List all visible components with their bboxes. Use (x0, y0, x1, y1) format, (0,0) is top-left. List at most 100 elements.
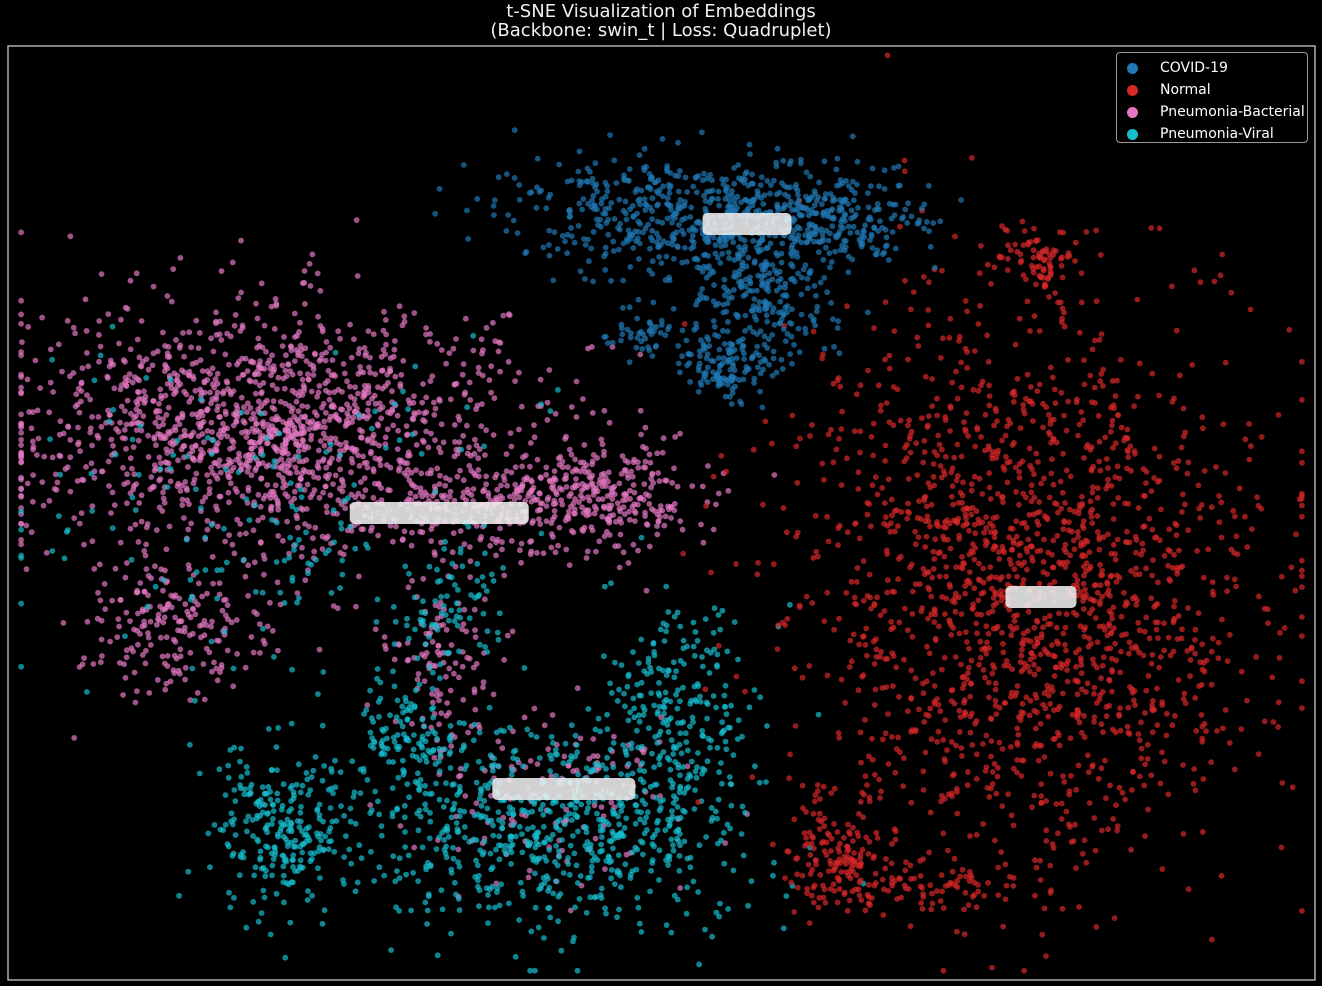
scatter-point (662, 689, 669, 696)
scatter-point (696, 842, 703, 849)
scatter-point (613, 833, 620, 839)
scatter-point (193, 317, 200, 324)
scatter-point (337, 452, 344, 458)
scatter-point (509, 806, 516, 813)
scatter-point (621, 467, 628, 474)
scatter-point (18, 508, 24, 515)
scatter-point (643, 587, 650, 594)
scatter-point (287, 534, 294, 541)
scatter-point (465, 490, 472, 496)
scatter-point (342, 833, 349, 839)
scatter-point (608, 580, 614, 587)
scatter-point (451, 670, 457, 677)
scatter-point (1118, 648, 1124, 655)
scatter-point (273, 416, 280, 423)
scatter-point (1081, 357, 1087, 363)
scatter-point (181, 353, 188, 360)
scatter-point (1012, 464, 1019, 471)
scatter-point (455, 859, 461, 866)
scatter-point (971, 348, 978, 354)
scatter-point (235, 295, 242, 301)
scatter-point (1292, 587, 1299, 594)
scatter-point (920, 787, 927, 793)
scatter-point (831, 626, 837, 633)
scatter-point (403, 871, 409, 878)
scatter-point (925, 584, 931, 591)
scatter-point (866, 753, 872, 760)
scatter-point (630, 541, 637, 548)
scatter-point (999, 803, 1006, 809)
scatter-point (1094, 495, 1101, 501)
scatter-point (260, 887, 267, 894)
scatter-point (929, 403, 936, 409)
scatter-point (656, 692, 663, 699)
scatter-point (405, 852, 412, 859)
scatter-point (337, 441, 344, 448)
scatter-point (674, 483, 681, 490)
scatter-point (735, 656, 741, 663)
scatter-point (335, 328, 342, 335)
scatter-point (588, 524, 595, 530)
scatter-point (213, 396, 220, 403)
scatter-point (244, 468, 251, 475)
scatter-point (566, 562, 573, 568)
scatter-point (18, 421, 24, 427)
scatter-point (189, 665, 196, 672)
scatter-point (271, 458, 278, 465)
scatter-point (321, 907, 328, 914)
scatter-point (1031, 624, 1038, 631)
scatter-point (193, 486, 199, 493)
scatter-point (250, 899, 257, 905)
scatter-point (973, 832, 980, 838)
scatter-point (338, 803, 344, 809)
scatter-point (49, 454, 56, 461)
scatter-point (534, 761, 541, 767)
scatter-point (411, 732, 417, 738)
scatter-point (791, 816, 798, 823)
scatter-point (411, 393, 417, 400)
scatter-point (648, 690, 655, 696)
scatter-point (618, 771, 624, 777)
scatter-point (437, 398, 443, 404)
scatter-point (417, 616, 424, 623)
scatter-point (356, 412, 362, 419)
scatter-point (1050, 481, 1057, 488)
scatter-point (328, 435, 334, 441)
scatter-point (1139, 540, 1146, 547)
scatter-point (1013, 488, 1019, 495)
scatter-point (78, 510, 85, 516)
scatter-point (584, 507, 590, 514)
scatter-point (441, 746, 448, 752)
scatter-point (1077, 623, 1084, 630)
scatter-point (600, 452, 607, 459)
scatter-point (425, 730, 431, 737)
scatter-point (197, 408, 204, 415)
scatter-point (361, 345, 368, 351)
scatter-point (611, 733, 617, 740)
scatter-point (591, 894, 598, 901)
scatter-point (689, 483, 696, 489)
scatter-point (723, 746, 730, 753)
scatter-point (537, 376, 544, 383)
scatter-point (530, 857, 536, 864)
scatter-point (1038, 781, 1045, 788)
scatter-point (456, 648, 462, 655)
scatter-point (376, 864, 383, 871)
scatter-point (145, 572, 152, 579)
scatter-point (337, 769, 344, 775)
scatter-point (541, 839, 547, 846)
scatter-point (920, 565, 927, 572)
scatter-point (1134, 597, 1140, 604)
scatter-point (882, 730, 889, 737)
scatter-point (222, 792, 229, 798)
scatter-point (475, 455, 482, 462)
scatter-point (566, 446, 573, 453)
scatter-point (89, 414, 95, 420)
scatter-point (303, 770, 310, 776)
scatter-point (988, 715, 994, 722)
scatter-point (950, 501, 956, 508)
scatter-point (275, 471, 282, 478)
scatter-point (1097, 561, 1103, 568)
scatter-point (554, 818, 561, 825)
scatter-point (954, 395, 961, 402)
